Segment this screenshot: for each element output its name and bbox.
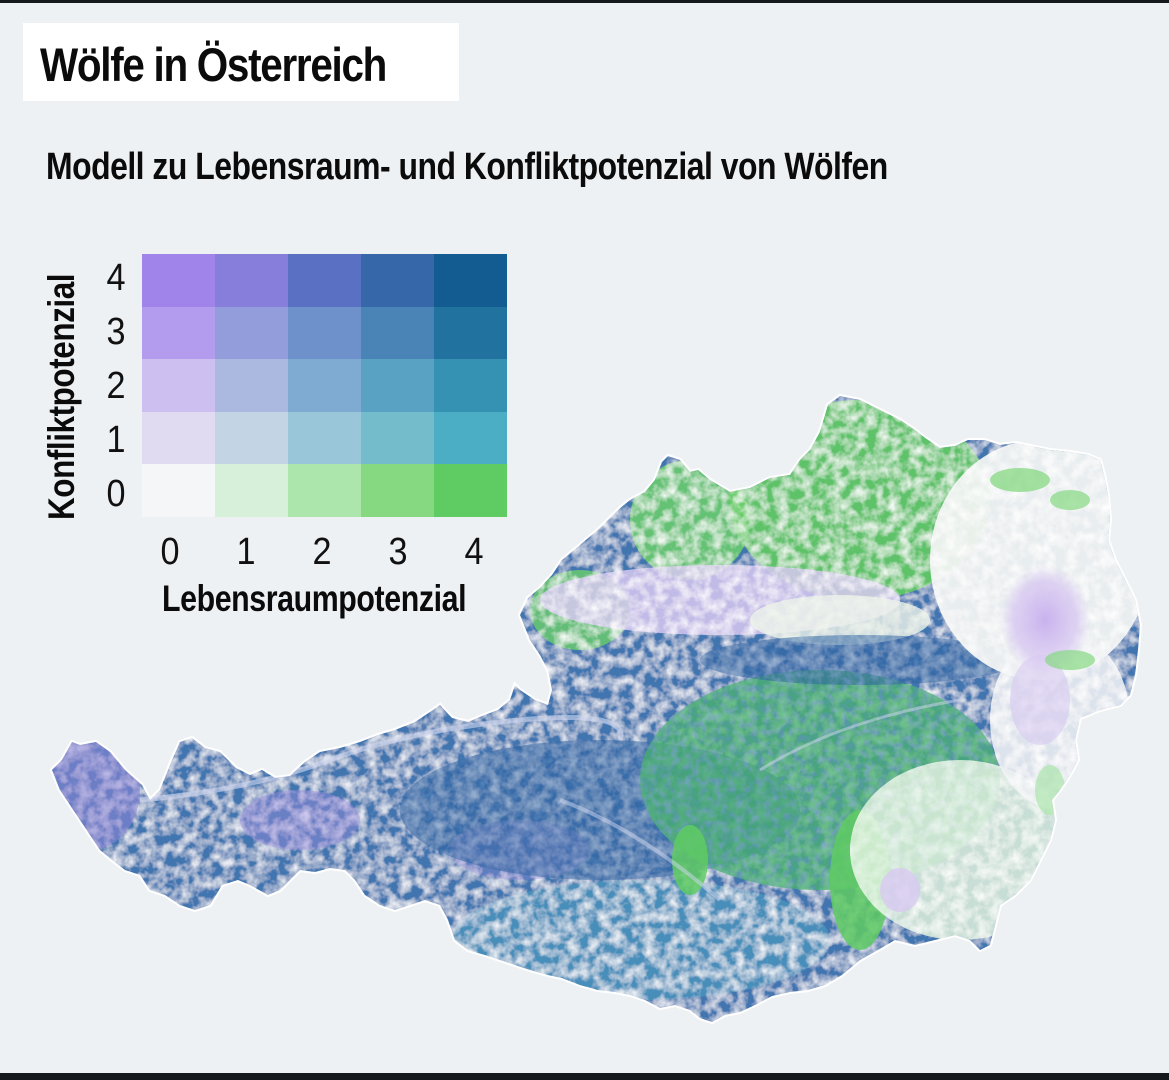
legend-x-tick: 3	[388, 531, 408, 573]
legend-y-tick: 2	[106, 365, 126, 407]
legend-cell-k3-l0	[142, 306, 215, 360]
legend-cell-k4-l4	[434, 254, 507, 307]
legend-cell-k1-l2	[288, 411, 361, 465]
legend-cell-k3-l4	[434, 306, 507, 360]
legend-x-tick: 2	[312, 531, 332, 573]
legend-cell-k2-l0	[142, 359, 215, 412]
legend-cell-k0-l0	[142, 464, 215, 517]
legend-cell-k1-l0	[142, 411, 215, 465]
legend-cell-k0-l1	[215, 464, 288, 517]
legend-cell-k0-l2	[288, 464, 361, 517]
legend-cell-k1-l1	[215, 411, 288, 465]
legend-cell-k0-l3	[361, 464, 434, 517]
legend-x-tick: 4	[464, 531, 484, 573]
legend-cell-k2-l1	[215, 359, 288, 412]
legend-cell-k4-l1	[215, 254, 288, 307]
legend-cell-k1-l4	[434, 411, 507, 465]
legend-x-axis-label: Lebensraumpotenzial	[162, 578, 467, 619]
legend-cell-k3-l3	[361, 306, 434, 360]
bottom-frame-bar	[0, 1073, 1169, 1080]
legend-cell-k2-l3	[361, 359, 434, 412]
austria-map	[50, 394, 1142, 1024]
legend-y-tick: 3	[106, 311, 126, 353]
legend-y-tick: 4	[106, 257, 126, 299]
legend-cell-k1-l3	[361, 411, 434, 465]
legend-y-tick: 0	[106, 473, 126, 515]
legend-cell-k4-l3	[361, 254, 434, 307]
legend-cell-k3-l2	[288, 306, 361, 360]
legend-cell-k0-l4	[434, 464, 507, 517]
legend-x-tick: 0	[160, 531, 180, 573]
legend-cell-k3-l1	[215, 306, 288, 360]
legend-cell-k4-l0	[142, 254, 215, 307]
page-subtitle: Modell zu Lebensraum- und Konfliktpotenz…	[46, 146, 888, 188]
title-box	[23, 23, 459, 101]
legend-color-grid	[142, 254, 507, 517]
page-title: Wölfe in Österreich	[40, 38, 387, 91]
legend-cell-k4-l2	[288, 254, 361, 307]
legend-x-tick: 1	[236, 531, 256, 573]
legend-cell-k2-l4	[434, 359, 507, 412]
legend-cell-k2-l2	[288, 359, 361, 412]
legend-y-tick: 1	[106, 419, 126, 461]
top-frame-bar	[0, 0, 1169, 3]
